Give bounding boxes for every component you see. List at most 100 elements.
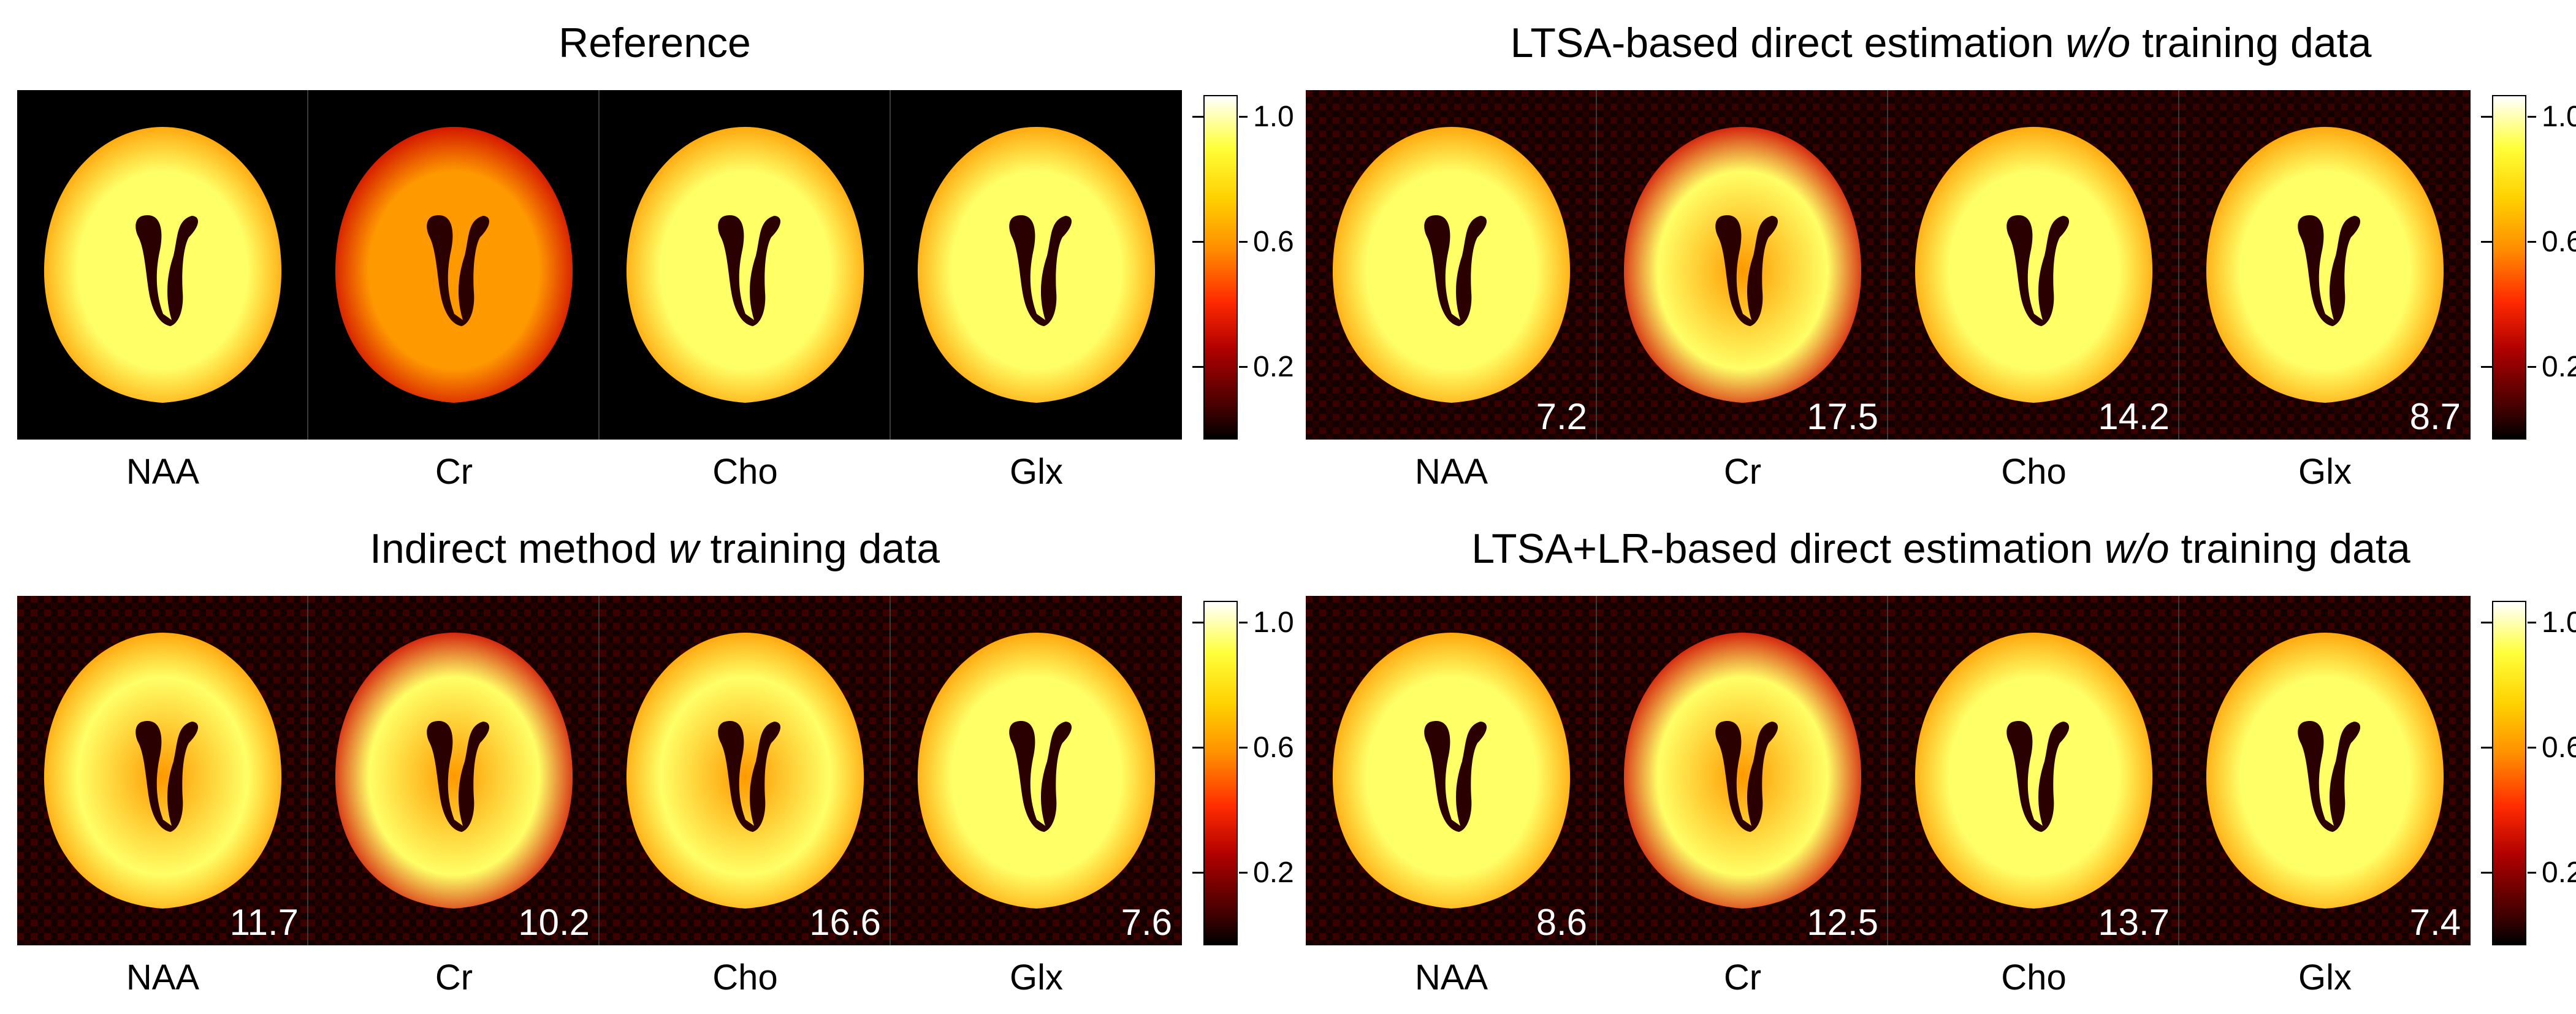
colorbar-tick [1192,366,1203,368]
panel-title-after: training data [2169,525,2410,572]
metabolite-map-naa: 7.2 [1306,90,1597,440]
colorbar-tick [1192,747,1203,749]
error-value: 7.4 [2409,902,2461,943]
colorbar-tick-label: 0.6 [1253,731,1294,764]
tile-separator [2178,596,2179,945]
colorbar-tick [2528,241,2536,243]
metabolite-map-cr [308,90,600,440]
error-value: 17.5 [1807,396,1878,437]
metabolite-map-cho [600,90,891,440]
colorbar-tick [2528,116,2536,118]
panel-title: LTSA-based direct estimation w/o trainin… [1306,12,2576,74]
colorbar-tick [1239,622,1248,623]
panel-title-italic: w/o [2065,20,2131,66]
panel-title-text: Indirect method [370,525,669,572]
colorbar-tick [1239,872,1248,874]
metabolite-label: Glx [2298,958,2352,997]
colorbar-tick [2481,366,2492,368]
metabolite-map-glx [891,90,1182,440]
colorbar [2492,601,2526,945]
error-value: 11.7 [229,902,299,943]
error-value: 10.2 [518,902,590,943]
colorbar-tick [2528,366,2536,368]
error-value: 7.6 [1121,902,1172,943]
metabolite-label: Cho [712,958,778,997]
colorbar-tick-label: 0.6 [2542,226,2576,258]
panel-title-text: LTSA+LR-based direct estimation [1471,525,2105,572]
metabolite-label: Glx [1010,452,1063,492]
metabolite-map-naa: 11.7 [17,596,308,945]
metabolite-label: Cr [1723,452,1762,492]
metabolite-map-naa [17,90,308,440]
colorbar-tick-label: 1.0 [2542,606,2576,639]
panel-title-italic: w/o [2104,525,2170,572]
error-value: 7.2 [1536,396,1587,437]
tile-separator [2178,90,2179,440]
metabolite-label: NAA [126,452,200,492]
metabolite-map-cho: 14.2 [1888,90,2179,440]
colorbar-tick [1239,241,1248,243]
metabolite-map-cr: 10.2 [308,596,600,945]
colorbar [1203,95,1238,440]
panel-ltsa: LTSA-based direct estimation w/o trainin… [1306,12,2576,503]
colorbar-tick-label: 0.2 [2542,351,2576,383]
metabolite-label: Cho [2001,452,2067,492]
tile-separator [1887,596,1888,945]
tile-separator [890,90,891,440]
tile-separator [1887,90,1888,440]
colorbar-tick [2481,872,2492,874]
error-value: 12.5 [1807,902,1878,943]
panel-title: Indirect method w training data [17,518,1292,579]
colorbar-tick-label: 1.0 [1253,101,1294,133]
metabolite-map-cho: 13.7 [1888,596,2179,945]
colorbar-tick-label: 0.2 [1253,351,1294,383]
metabolite-map-cr: 17.5 [1597,90,1888,440]
colorbar-tick-label: 1.0 [1253,606,1294,639]
error-value: 16.6 [809,902,881,943]
metabolite-map-cho: 16.6 [600,596,891,945]
metabolite-label: Glx [1010,958,1063,997]
colorbar-tick [1192,241,1203,243]
colorbar-tick-label: 0.6 [2542,731,2576,764]
metabolite-label: Cho [712,452,778,492]
panel-reference: Reference NAA Cr Cho Glx 1.0 0.6 0.2 [17,12,1294,503]
panel-indirect: Indirect method w training data 11.7 10.2… [17,518,1294,1008]
panel-title-text: Reference [558,20,751,66]
colorbar-tick [2481,747,2492,749]
image-strip: 11.7 10.2 16.6 7.6 [17,596,1182,945]
panel-title-after: training data [2130,20,2372,66]
panel-title-italic: w [668,525,699,572]
colorbar-tick [2481,622,2492,623]
error-value: 8.6 [1536,902,1587,943]
panel-title: LTSA+LR-based direct estimation w/o trai… [1306,518,2576,579]
colorbar [1203,601,1238,945]
colorbar-tick-label: 0.6 [1253,226,1294,258]
metabolite-label: Glx [2298,452,2352,492]
tile-separator [598,596,600,945]
colorbar-tick [2528,622,2536,623]
tile-separator [598,90,600,440]
metabolite-map-cr: 12.5 [1597,596,1888,945]
tile-separator [890,596,891,945]
colorbar [2492,95,2526,440]
colorbar-tick [2481,116,2492,118]
colorbar-tick [2528,747,2536,749]
tile-separator [1596,596,1597,945]
colorbar-tick-label: 0.2 [2542,856,2576,889]
image-strip: 7.2 17.5 14.2 8.7 [1306,90,2471,440]
tile-separator [307,90,308,440]
panel-title-text: LTSA-based direct estimation [1510,20,2066,66]
metabolite-label: NAA [1414,452,1488,492]
metabolite-map-glx: 7.4 [2179,596,2471,945]
metabolite-label: NAA [1414,958,1488,997]
metabolite-label: Cr [1723,958,1762,997]
metabolite-map-glx: 7.6 [891,596,1182,945]
colorbar-tick-label: 0.2 [1253,856,1294,889]
metabolite-label: Cr [435,958,473,997]
metabolite-label: NAA [126,958,200,997]
colorbar-tick [1239,747,1248,749]
metabolite-map-glx: 8.7 [2179,90,2471,440]
colorbar-tick [1239,366,1248,368]
colorbar-tick [1239,116,1248,118]
error-value: 14.2 [2098,396,2170,437]
